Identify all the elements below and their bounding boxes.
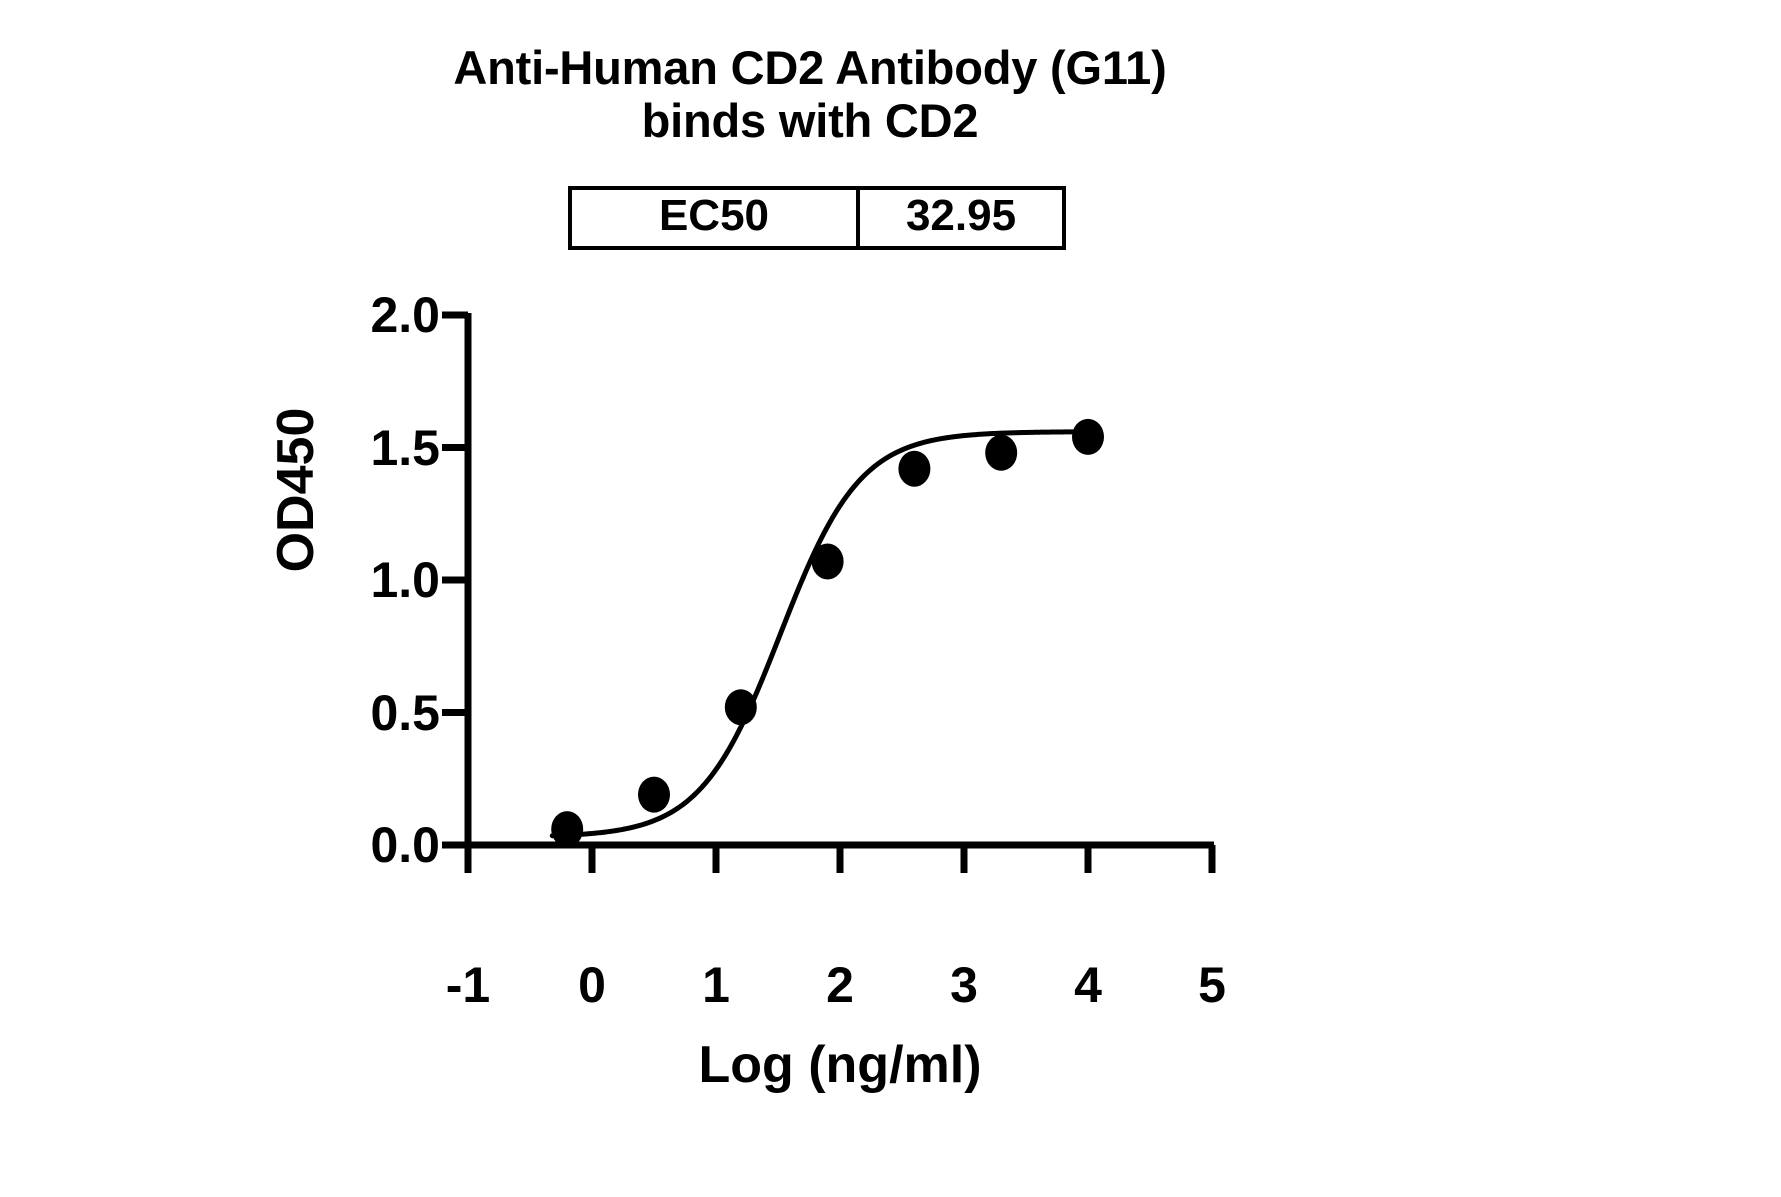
chart-title-line-2: binds with CD2 bbox=[641, 93, 979, 147]
data-point-marker bbox=[551, 811, 584, 848]
data-point-marker bbox=[985, 434, 1018, 471]
x-axis-tick-label: -1 bbox=[445, 957, 491, 1013]
x-axis-tick-label: 5 bbox=[1198, 957, 1226, 1013]
data-points bbox=[551, 418, 1104, 848]
table-row: EC50 32.95 bbox=[570, 188, 1064, 248]
x-axis-tick-label: 0 bbox=[578, 957, 606, 1013]
data-point-marker bbox=[1072, 418, 1104, 455]
x-axis-title: Log (ng/ml) bbox=[698, 1036, 982, 1094]
chart-title-line-1: Anti-Human CD2 Antibody (G11) bbox=[453, 41, 1167, 94]
y-axis-tick-label: 1.5 bbox=[370, 419, 440, 476]
x-axis-tick-label: 1 bbox=[702, 957, 730, 1013]
ec50-value-cell: 32.95 bbox=[858, 188, 1064, 248]
y-axis-tick-label: 0.5 bbox=[370, 684, 440, 741]
ec50-table: EC50 32.95 bbox=[568, 186, 1066, 250]
fit-curve bbox=[549, 429, 1103, 839]
data-point-marker bbox=[811, 543, 844, 580]
y-axis-tick-label: 2.0 bbox=[370, 287, 440, 343]
x-axis-tick-label: 3 bbox=[950, 957, 978, 1013]
y-axis-tick-label: 0.0 bbox=[370, 817, 440, 873]
y-axis-tick-label: 1.0 bbox=[370, 552, 440, 608]
data-point-marker bbox=[638, 776, 670, 813]
chart-title: Anti-Human CD2 Antibody (G11) binds with… bbox=[240, 41, 1380, 147]
x-axis-tick-label: 2 bbox=[826, 957, 854, 1013]
axis-ticks bbox=[442, 311, 1216, 873]
data-point-marker bbox=[724, 689, 757, 726]
data-point-marker bbox=[898, 450, 931, 487]
x-axis-tick-label: 4 bbox=[1074, 957, 1102, 1013]
ec50-label-cell: EC50 bbox=[570, 188, 860, 248]
axes bbox=[464, 313, 1214, 849]
